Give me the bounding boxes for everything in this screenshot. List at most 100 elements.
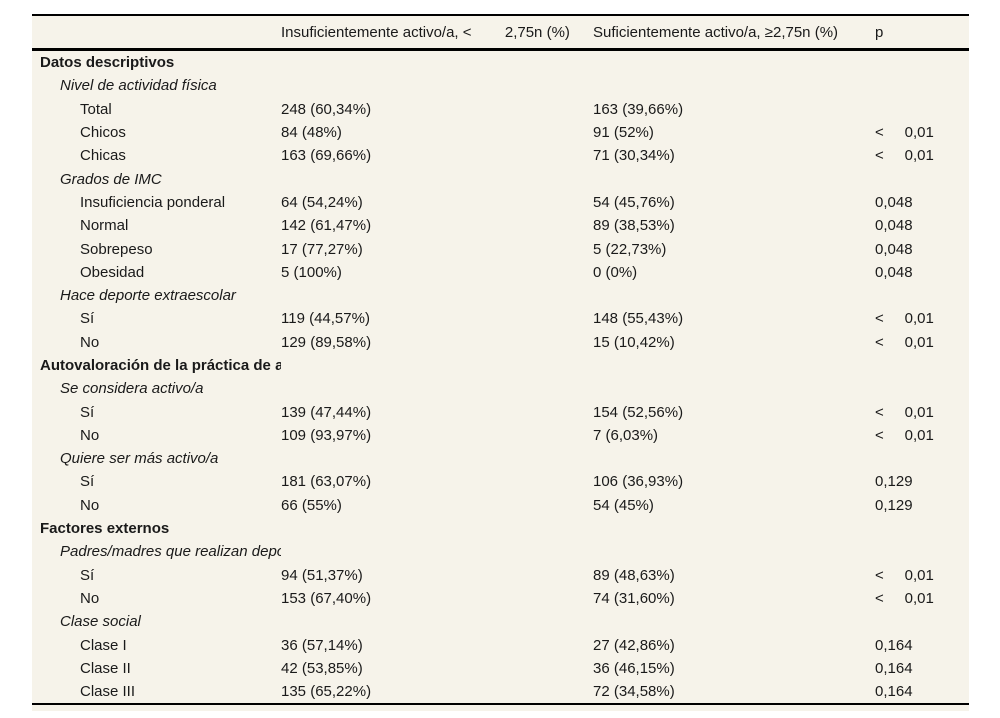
p-value: 0,164	[875, 683, 913, 701]
p-value	[875, 540, 969, 563]
table-row: Sí 139 (47,44%) 154 (52,56%) < 0,01	[32, 400, 969, 423]
insufficient-value: 64 (54,24%)	[281, 193, 363, 211]
p-value: 0,129	[875, 496, 913, 514]
row-label: Nivel de actividad física	[60, 77, 217, 95]
sufficient-value: 106 (36,93%)	[593, 473, 684, 491]
insufficient-value: 5 (100%)	[281, 263, 342, 281]
p-value	[875, 610, 969, 633]
insufficient-value: 119 (44,57%)	[281, 310, 370, 328]
table-row: Obesidad 5 (100%) 0 (0%) 0,048	[32, 261, 969, 284]
insufficient-value	[281, 517, 593, 540]
table-row: Se considera activo/a	[32, 377, 969, 400]
row-label: Chicos	[80, 124, 126, 142]
p-value: < 0,01	[875, 147, 934, 165]
insufficient-value	[281, 284, 593, 307]
row-label: Chicas	[80, 147, 126, 165]
p-value: < 0,01	[875, 566, 934, 584]
p-value: < 0,01	[875, 310, 934, 328]
insufficient-value: 139 (47,44%)	[281, 403, 372, 421]
sufficient-value: 72 (34,58%)	[593, 683, 675, 701]
table-header: Insuficientemente activo/a, < 2,75n (%) …	[32, 16, 969, 51]
row-label: Se considera activo/a	[60, 380, 204, 398]
row-label: No	[80, 426, 100, 444]
table-row: Chicas 163 (69,66%) 71 (30,34%) < 0,01	[32, 144, 969, 167]
row-label: Clase I	[80, 636, 127, 654]
row-label: Sí	[80, 403, 95, 421]
table-row: Total 248 (60,34%) 163 (39,66%)	[32, 98, 969, 121]
row-label: No	[80, 333, 100, 351]
sufficient-value: 74 (31,60%)	[593, 589, 675, 607]
insufficient-value: 109 (93,97%)	[281, 426, 372, 444]
p-value: 0,048	[875, 217, 913, 235]
table-row: Factores externos	[32, 517, 969, 540]
table-row: No 129 (89,58%) 15 (10,42%) < 0,01	[32, 331, 969, 354]
table-row: Datos descriptivos	[32, 50, 969, 75]
row-label: No	[80, 496, 100, 514]
row-label: Obesidad	[80, 263, 145, 281]
sufficient-value: 54 (45%)	[593, 496, 654, 514]
sufficient-value: 89 (48,63%)	[593, 566, 675, 584]
insufficient-value	[281, 610, 593, 633]
table-row: Sí 119 (44,57%) 148 (55,43%) < 0,01	[32, 307, 969, 330]
header-insufficiently-active: Insuficientemente activo/a, < 2,75n (%)	[281, 16, 593, 51]
row-label: Total	[80, 100, 112, 118]
insufficient-value	[281, 540, 593, 563]
p-value: < 0,01	[875, 124, 934, 142]
table-row: Quiere ser más activo/a	[32, 447, 969, 470]
row-label: Quiere ser más activo/a	[60, 450, 219, 468]
p-value: 0,048	[875, 263, 913, 281]
insufficient-value	[281, 447, 593, 470]
p-value	[875, 354, 969, 377]
sufficient-value	[593, 284, 875, 307]
insufficient-value: 36 (57,14%)	[281, 636, 363, 654]
insufficient-value	[281, 167, 593, 190]
p-value: 0,164	[875, 659, 913, 677]
header-label-column	[32, 16, 281, 51]
sufficient-value: 7 (6,03%)	[593, 426, 659, 444]
row-label: Autovaloración de la práctica de activid…	[40, 357, 281, 374]
insufficient-value: 163 (69,66%)	[281, 147, 372, 165]
insufficient-value: 181 (63,07%)	[281, 473, 372, 491]
insufficient-value	[281, 74, 593, 97]
insufficient-value: 42 (53,85%)	[281, 659, 363, 677]
sufficient-value: 36 (46,15%)	[593, 659, 675, 677]
row-label: Hace deporte extraescolar	[60, 287, 236, 305]
sufficient-value	[593, 447, 875, 470]
p-value: < 0,01	[875, 403, 934, 421]
table-row: No 66 (55%) 54 (45%) 0,129	[32, 494, 969, 517]
sufficient-value: 154 (52,56%)	[593, 403, 684, 421]
row-label: Sí	[80, 310, 95, 328]
table-row: No 153 (67,40%) 74 (31,60%) < 0,01	[32, 587, 969, 610]
sufficient-value: 54 (45,76%)	[593, 193, 675, 211]
p-value: 0,048	[875, 240, 913, 258]
table-row: Sobrepeso 17 (77,27%) 5 (22,73%) 0,048	[32, 237, 969, 260]
row-label: Clase social	[60, 613, 141, 631]
sufficient-value	[593, 167, 875, 190]
p-value: < 0,01	[875, 589, 934, 607]
table-row: Sí 181 (63,07%) 106 (36,93%) 0,129	[32, 470, 969, 493]
row-label: Padres/madres que realizan deporte	[60, 543, 281, 561]
p-value	[875, 447, 969, 470]
p-value	[875, 50, 969, 75]
insufficient-value: 135 (65,22%)	[281, 683, 372, 701]
insufficient-value: 248 (60,34%)	[281, 100, 372, 118]
sufficient-value	[593, 517, 875, 540]
table-row: Clase I 36 (57,14%) 27 (42,86%) 0,164	[32, 633, 969, 656]
header-row: Insuficientemente activo/a, < 2,75n (%) …	[32, 16, 969, 51]
sufficient-value: 148 (55,43%)	[593, 310, 684, 328]
sufficient-value: 27 (42,86%)	[593, 636, 675, 654]
insufficient-value	[281, 377, 593, 400]
p-value: < 0,01	[875, 333, 934, 351]
statistics-table-container: Insuficientemente activo/a, < 2,75n (%) …	[32, 14, 969, 712]
insufficient-value: 84 (48%)	[281, 124, 342, 142]
header-p-value: p	[875, 16, 969, 51]
row-label: Clase III	[80, 683, 136, 701]
sufficient-value: 71 (30,34%)	[593, 147, 675, 165]
p-value	[875, 377, 969, 400]
table-row: Sí 94 (51,37%) 89 (48,63%) < 0,01	[32, 564, 969, 587]
insufficient-value	[281, 354, 593, 377]
p-value: < 0,01	[875, 426, 934, 444]
insufficient-value: 142 (61,47%)	[281, 217, 372, 235]
table-row: Clase III 135 (65,22%) 72 (34,58%) 0,164	[32, 680, 969, 704]
